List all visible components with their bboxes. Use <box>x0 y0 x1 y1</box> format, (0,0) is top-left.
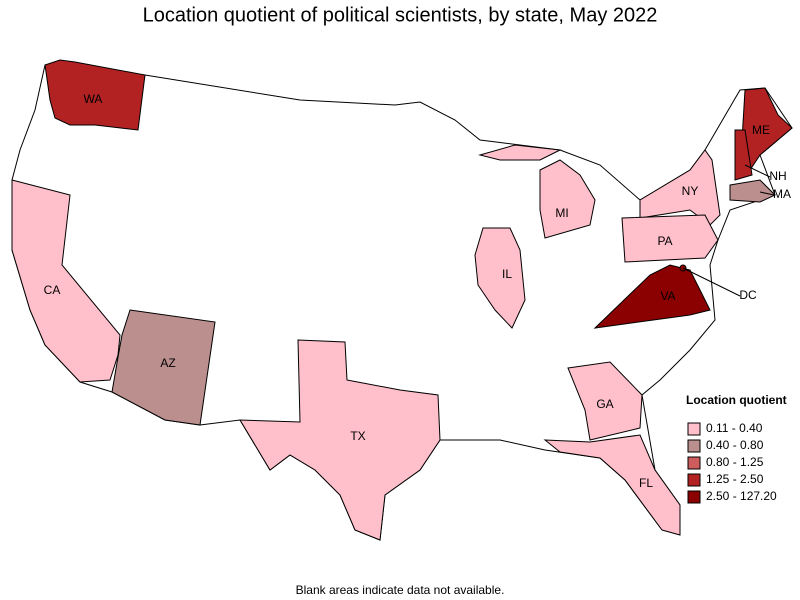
state-label: DC <box>739 288 757 302</box>
state-label: PA <box>657 234 672 248</box>
state-shape <box>621 214 719 263</box>
state-label: WA <box>84 92 103 106</box>
state-label: MA <box>773 187 791 201</box>
legend-swatch <box>687 490 701 504</box>
state-label: MI <box>555 206 568 220</box>
leader-line <box>759 191 775 196</box>
map-title: Location quotient of political scientist… <box>143 4 658 26</box>
leader-line <box>682 267 741 297</box>
state-shape <box>729 179 776 203</box>
state-label: NY <box>682 184 699 198</box>
states: WA CA AZ TX IL MI NY PA VA GA FL ME NH MA DC <box>11 59 793 541</box>
leader-line <box>744 164 771 178</box>
legend-swatch <box>687 439 701 453</box>
state-label: CA <box>44 283 61 297</box>
legend-swatch <box>687 473 701 487</box>
state-shape <box>734 129 753 181</box>
state-label: GA <box>596 397 613 411</box>
state-label: VA <box>660 289 675 303</box>
footnote: Blank areas indicate data not available. <box>296 583 505 597</box>
state-shape <box>478 144 562 161</box>
legend-label: 0.80 - 1.25 <box>706 455 764 469</box>
state-shape <box>44 59 146 131</box>
legend-label: 0.40 - 0.80 <box>706 438 764 452</box>
legend-label: 0.11 - 0.40 <box>706 421 763 435</box>
state-shape <box>539 159 596 239</box>
legend-title: Location quotient <box>686 393 787 407</box>
state-label: NH <box>769 169 786 183</box>
state-shape <box>593 264 711 329</box>
state-shape <box>474 227 526 329</box>
state-shape <box>111 309 216 426</box>
legend-swatch <box>687 456 701 470</box>
state-shape <box>239 339 441 541</box>
state-shape <box>11 179 121 383</box>
state-label: AZ <box>160 356 175 370</box>
legend-label: 2.50 - 127.20 <box>706 489 777 503</box>
legend-swatch <box>687 422 701 436</box>
state-label: TX <box>350 429 365 443</box>
legend-label: 1.25 - 2.50 <box>706 472 764 486</box>
state-shape <box>639 149 721 226</box>
state-shape <box>567 361 643 441</box>
state-label: ME <box>752 123 770 137</box>
state-shape <box>543 434 681 536</box>
state-label: IL <box>502 267 512 281</box>
legend: Location quotient 0.11 - 0.40 0.40 - 0.80… <box>686 393 787 504</box>
state-label: FL <box>639 476 653 490</box>
